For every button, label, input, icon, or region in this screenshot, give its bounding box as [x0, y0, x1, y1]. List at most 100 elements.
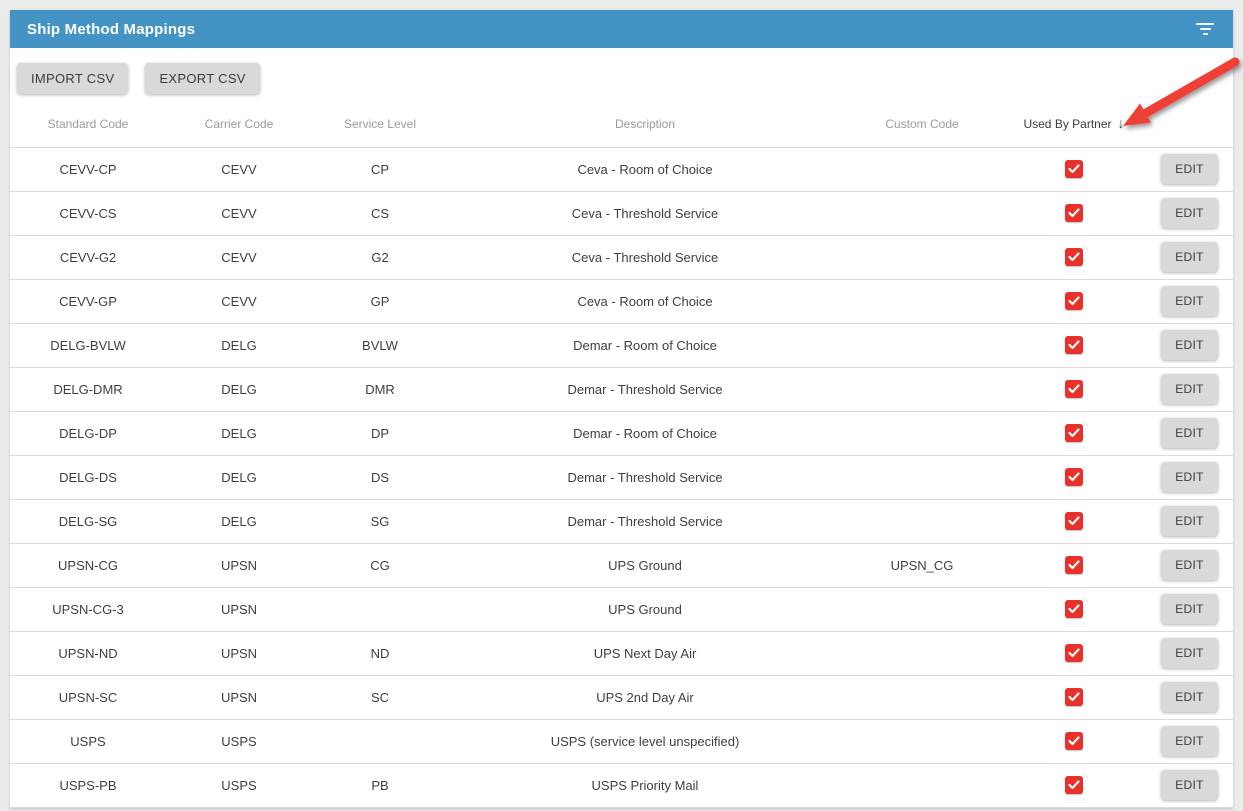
- custom-code-cell: [842, 763, 1002, 808]
- custom-code-cell: [842, 367, 1002, 412]
- edit-button[interactable]: EDIT: [1161, 682, 1218, 712]
- table-row: CEVV-GP CEVV GP Ceva - Room of Choice ED…: [10, 279, 1233, 324]
- actions-cell: EDIT: [1146, 631, 1233, 676]
- used-by-partner-checkbox[interactable]: [1065, 644, 1083, 662]
- description-cell: USPS (service level unspecified): [448, 719, 842, 764]
- custom-code-cell: [842, 323, 1002, 368]
- table-row: CEVV-CP CEVV CP Ceva - Room of Choice ED…: [10, 147, 1233, 192]
- carrier-code-cell: USPS: [166, 763, 312, 808]
- used-by-partner-checkbox[interactable]: [1065, 248, 1083, 266]
- standard-code-cell: CEVV-G2: [10, 235, 166, 280]
- service-level-cell: DP: [312, 411, 448, 456]
- table-row: DELG-DMR DELG DMR Demar - Threshold Serv…: [10, 367, 1233, 412]
- service-level-cell: SC: [312, 675, 448, 720]
- edit-button[interactable]: EDIT: [1161, 374, 1218, 404]
- edit-button[interactable]: EDIT: [1161, 198, 1218, 228]
- used-by-partner-checkbox[interactable]: [1065, 424, 1083, 442]
- ship-method-table: Standard Code Carrier Code Service Level…: [10, 94, 1233, 808]
- import-csv-button[interactable]: IMPORT CSV: [17, 63, 129, 94]
- used-by-partner-checkbox[interactable]: [1065, 468, 1083, 486]
- edit-button[interactable]: EDIT: [1161, 594, 1218, 624]
- edit-button[interactable]: EDIT: [1161, 462, 1218, 492]
- edit-button[interactable]: EDIT: [1161, 286, 1218, 316]
- description-cell: UPS 2nd Day Air: [448, 675, 842, 720]
- used-by-partner-checkbox[interactable]: [1065, 380, 1083, 398]
- description-cell: Ceva - Threshold Service: [448, 191, 842, 236]
- column-header-standard-code[interactable]: Standard Code: [10, 94, 166, 148]
- used-by-partner-checkbox[interactable]: [1065, 688, 1083, 706]
- edit-button[interactable]: EDIT: [1161, 242, 1218, 272]
- actions-cell: EDIT: [1146, 411, 1233, 456]
- carrier-code-cell: CEVV: [166, 279, 312, 324]
- used-by-partner-checkbox[interactable]: [1065, 600, 1083, 618]
- checkmark-icon: [1068, 516, 1080, 526]
- csv-toolbar: IMPORT CSV EXPORT CSV: [10, 48, 1233, 94]
- standard-code-cell: DELG-DS: [10, 455, 166, 500]
- description-cell: Ceva - Threshold Service: [448, 235, 842, 280]
- standard-code-cell: DELG-BVLW: [10, 323, 166, 368]
- checkmark-icon: [1068, 384, 1080, 394]
- used-by-partner-cell: [1002, 191, 1146, 236]
- carrier-code-cell: UPSN: [166, 587, 312, 632]
- custom-code-cell: [842, 279, 1002, 324]
- edit-button[interactable]: EDIT: [1161, 550, 1218, 580]
- service-level-cell: CG: [312, 543, 448, 588]
- standard-code-cell: CEVV-GP: [10, 279, 166, 324]
- checkmark-icon: [1068, 692, 1080, 702]
- edit-button[interactable]: EDIT: [1161, 506, 1218, 536]
- description-cell: UPS Ground: [448, 587, 842, 632]
- used-by-partner-cell: [1002, 763, 1146, 808]
- table-row: USPS USPS USPS (service level unspecifie…: [10, 719, 1233, 764]
- description-cell: Demar - Room of Choice: [448, 411, 842, 456]
- carrier-code-cell: DELG: [166, 499, 312, 544]
- edit-button[interactable]: EDIT: [1161, 638, 1218, 668]
- service-level-cell: [312, 719, 448, 764]
- used-by-partner-cell: [1002, 719, 1146, 764]
- carrier-code-cell: UPSN: [166, 631, 312, 676]
- carrier-code-cell: CEVV: [166, 235, 312, 280]
- used-by-partner-checkbox[interactable]: [1065, 292, 1083, 310]
- edit-button[interactable]: EDIT: [1161, 726, 1218, 756]
- export-csv-button[interactable]: EXPORT CSV: [145, 63, 260, 94]
- table-row: UPSN-CG-3 UPSN UPS Ground EDIT: [10, 587, 1233, 632]
- column-header-custom-code[interactable]: Custom Code: [842, 94, 1002, 148]
- card-titlebar: Ship Method Mappings: [10, 10, 1233, 48]
- edit-button[interactable]: EDIT: [1161, 330, 1218, 360]
- service-level-cell: [312, 587, 448, 632]
- used-by-partner-checkbox[interactable]: [1065, 732, 1083, 750]
- carrier-code-cell: DELG: [166, 455, 312, 500]
- actions-cell: EDIT: [1146, 455, 1233, 500]
- used-by-partner-cell: [1002, 367, 1146, 412]
- service-level-cell: PB: [312, 763, 448, 808]
- used-by-partner-checkbox[interactable]: [1065, 204, 1083, 222]
- ship-method-mappings-card: Ship Method Mappings IMPORT CSV EXPORT C…: [10, 10, 1233, 808]
- column-header-description[interactable]: Description: [448, 94, 842, 148]
- table-row: DELG-DS DELG DS Demar - Threshold Servic…: [10, 455, 1233, 500]
- actions-cell: EDIT: [1146, 587, 1233, 632]
- used-by-partner-checkbox[interactable]: [1065, 556, 1083, 574]
- description-cell: Demar - Threshold Service: [448, 499, 842, 544]
- edit-button[interactable]: EDIT: [1161, 418, 1218, 448]
- custom-code-cell: [842, 675, 1002, 720]
- column-header-carrier-code[interactable]: Carrier Code: [166, 94, 312, 148]
- used-by-partner-checkbox[interactable]: [1065, 512, 1083, 530]
- column-header-service-level[interactable]: Service Level: [312, 94, 448, 148]
- description-cell: Ceva - Room of Choice: [448, 147, 842, 192]
- edit-button[interactable]: EDIT: [1161, 770, 1218, 800]
- standard-code-cell: USPS-PB: [10, 763, 166, 808]
- service-level-cell: DMR: [312, 367, 448, 412]
- edit-button[interactable]: EDIT: [1161, 154, 1218, 184]
- table-row: UPSN-ND UPSN ND UPS Next Day Air EDIT: [10, 631, 1233, 676]
- service-level-cell: DS: [312, 455, 448, 500]
- service-level-cell: ND: [312, 631, 448, 676]
- standard-code-cell: DELG-DP: [10, 411, 166, 456]
- sort-descending-icon: ↓: [1117, 114, 1125, 131]
- standard-code-cell: USPS: [10, 719, 166, 764]
- standard-code-cell: UPSN-CG-3: [10, 587, 166, 632]
- column-header-used-by-partner[interactable]: Used By Partner ↓: [1002, 94, 1146, 148]
- used-by-partner-checkbox[interactable]: [1065, 160, 1083, 178]
- used-by-partner-checkbox[interactable]: [1065, 776, 1083, 794]
- used-by-partner-checkbox[interactable]: [1065, 336, 1083, 354]
- description-cell: UPS Ground: [448, 543, 842, 588]
- filter-lines-icon[interactable]: [1194, 19, 1216, 39]
